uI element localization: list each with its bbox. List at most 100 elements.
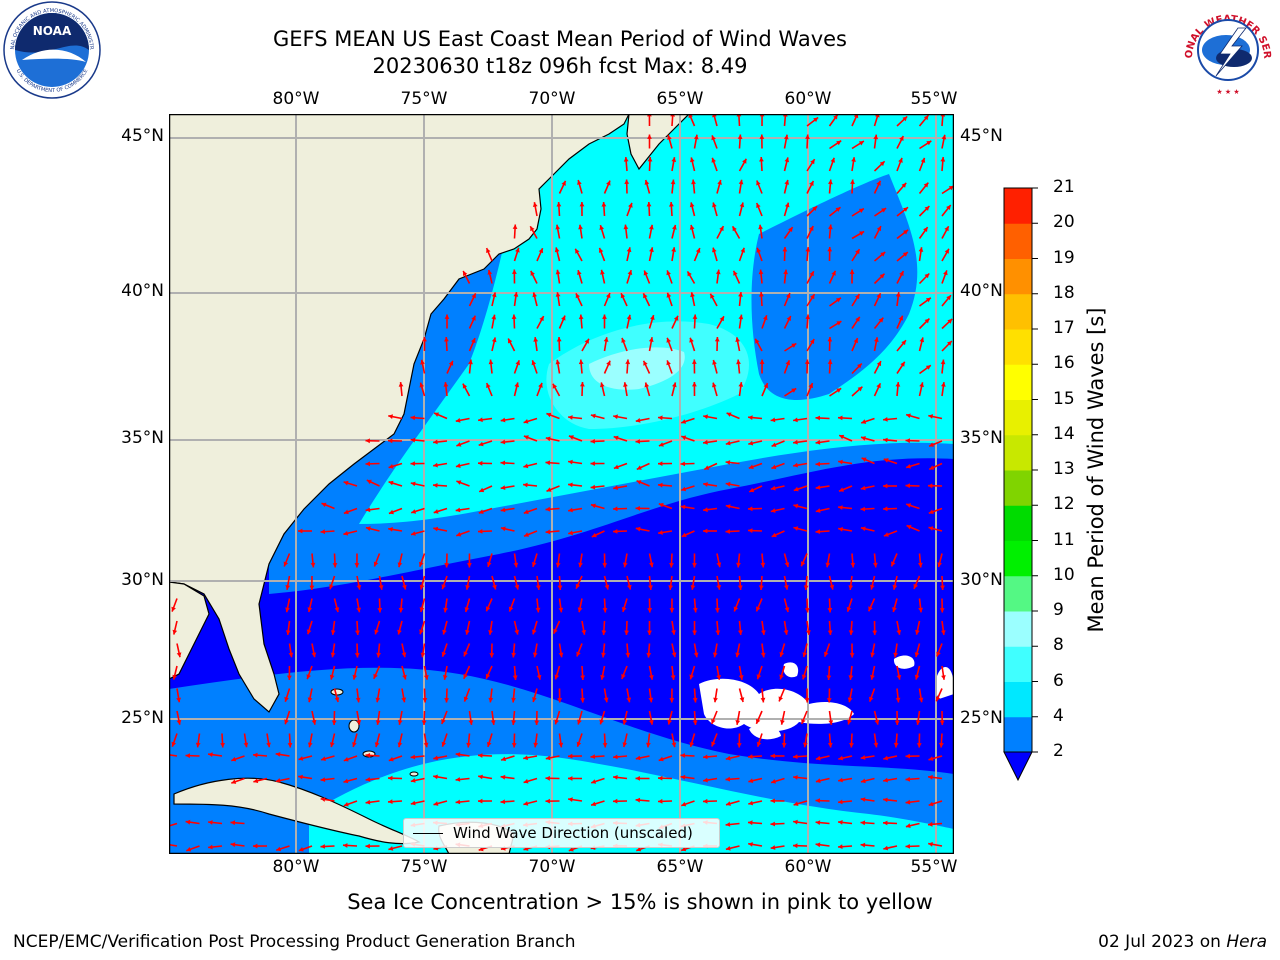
wind-wave-arrowhead xyxy=(770,798,775,804)
wind-wave-arrowhead xyxy=(465,585,470,590)
wind-wave-arrowhead xyxy=(737,585,743,590)
wind-wave-arrowhead xyxy=(903,207,908,212)
wind-wave-arrowhead xyxy=(878,317,884,323)
wind-wave-arrowhead xyxy=(419,382,424,388)
wind-wave-arrowhead xyxy=(402,674,407,680)
wind-wave-arrowhead xyxy=(815,461,820,467)
wind-wave-arrowhead xyxy=(602,743,608,748)
wind-wave-arrowhead xyxy=(523,755,528,761)
wind-wave-arrowhead xyxy=(354,563,360,568)
wind-wave-arrowhead xyxy=(176,719,182,725)
wind-wave-arrowhead xyxy=(568,459,573,465)
wind-wave-arrowhead xyxy=(669,202,674,207)
colorbar-level-label: 10 xyxy=(1053,564,1075,585)
wind-wave-arrowhead xyxy=(600,674,605,680)
wind-wave-arrowhead xyxy=(644,382,650,388)
wind-wave-arrowhead xyxy=(500,507,506,513)
wind-wave-arrowhead xyxy=(578,359,584,365)
wind-wave-arrowhead xyxy=(791,388,797,393)
wind-wave-arrowhead xyxy=(860,526,866,532)
wind-wave-arrowhead xyxy=(331,720,337,725)
wind-wave-arrowhead xyxy=(568,530,573,536)
wind-wave-arrowhead xyxy=(793,754,798,759)
wind-wave-arrowhead xyxy=(578,224,583,230)
wind-wave-arrowhead xyxy=(924,273,930,279)
wind-wave-arrowhead xyxy=(523,482,528,488)
colorbar-canvas xyxy=(1003,187,1038,782)
wind-wave-arrowhead xyxy=(815,778,821,783)
wind-wave-arrowhead xyxy=(388,846,394,851)
map-subtitle: 20230630 t18z 096h fcst Max: 8.49 xyxy=(372,54,748,78)
wind-wave-arrowhead xyxy=(578,314,584,320)
wind-wave-arrowhead xyxy=(410,800,416,806)
wind-wave-arrowhead xyxy=(791,343,797,348)
wind-wave-arrowhead xyxy=(591,532,597,538)
wind-wave-arrowhead xyxy=(712,382,717,388)
wind-wave-arrowhead xyxy=(858,208,864,213)
lon-tick-top: 65°W xyxy=(656,89,704,109)
wind-wave-arrowhead xyxy=(915,720,921,725)
wind-wave-arrowhead xyxy=(671,157,677,162)
wind-wave-arrowhead xyxy=(330,630,336,635)
wind-wave-arrowhead xyxy=(835,297,841,303)
wind-wave-arrowhead xyxy=(511,314,517,319)
wind-wave-arrowhead xyxy=(533,337,539,342)
wind-wave-arrowhead xyxy=(176,697,181,703)
wind-wave-arrowhead xyxy=(539,316,544,322)
wind-wave-arrowhead xyxy=(388,509,394,515)
wind-wave-arrowhead xyxy=(748,842,753,847)
wind-wave-arrowhead xyxy=(725,755,731,761)
lat-tick-right: 40°N xyxy=(960,281,1003,301)
wind-wave-arrowhead xyxy=(759,292,764,297)
wind-wave-arrowhead xyxy=(490,720,496,725)
wind-wave-arrowhead xyxy=(577,180,582,185)
wind-wave-arrowhead xyxy=(804,359,810,364)
wind-wave-arrowhead xyxy=(759,359,765,364)
wind-wave-arrowhead xyxy=(575,248,580,254)
lon-tick-bottom: 55°W xyxy=(910,857,958,877)
wind-wave-arrowhead xyxy=(838,777,843,783)
wind-wave-arrowhead xyxy=(850,562,856,568)
wind-wave-arrowhead xyxy=(883,417,888,422)
wind-wave-arrowhead xyxy=(667,135,672,140)
land-north-america xyxy=(169,114,630,713)
wind-wave-arrowhead xyxy=(935,696,941,702)
wind-wave-arrowhead xyxy=(943,270,948,276)
wind-wave-arrowhead xyxy=(658,461,663,466)
wind-wave-arrowhead xyxy=(828,224,833,230)
colorbar-level-label: 20 xyxy=(1053,212,1075,233)
wind-wave-arrowhead xyxy=(756,674,762,680)
wind-wave-arrowhead xyxy=(923,182,929,188)
wind-wave-arrowhead xyxy=(355,697,361,703)
wind-wave-arrowhead xyxy=(941,134,947,140)
wind-wave-arrowhead xyxy=(703,507,708,513)
wind-wave-arrowhead xyxy=(599,225,604,230)
wind-wave-arrowhead xyxy=(463,271,468,276)
wind-wave-arrowhead xyxy=(760,652,766,658)
wind-wave-arrowhead xyxy=(646,742,651,748)
wind-wave-arrowhead xyxy=(625,652,631,658)
wind-wave-arrowhead xyxy=(401,652,407,658)
map-border xyxy=(168,113,955,855)
wind-wave-arrowhead xyxy=(535,585,541,590)
lon-tick-bottom: 80°W xyxy=(272,857,320,877)
wind-wave-arrowhead xyxy=(388,480,394,486)
wind-wave-arrowhead xyxy=(784,562,790,567)
wind-wave-arrowhead xyxy=(923,115,929,121)
wind-wave-arrowhead xyxy=(622,562,628,568)
wind-wave-arrowhead xyxy=(703,482,708,487)
wind-wave-arrowhead xyxy=(658,442,664,447)
wind-wave-arrowhead xyxy=(397,562,403,568)
colorbar-level-label: 2 xyxy=(1053,741,1064,761)
wind-wave-arrowhead xyxy=(468,359,473,365)
colorbar-segment xyxy=(1004,470,1032,506)
wind-wave-arrowhead xyxy=(703,439,708,445)
wind-wave-arrowhead xyxy=(883,458,889,463)
colorbar-segment xyxy=(1004,329,1032,365)
wind-wave-arrowhead xyxy=(839,434,845,440)
wind-wave-arrowhead xyxy=(716,585,722,590)
wind-wave-arrowhead xyxy=(815,842,821,848)
wind-wave-arrowhead xyxy=(602,608,608,613)
wind-wave-arrowhead xyxy=(939,608,945,613)
wind-wave-arrowhead xyxy=(919,337,925,343)
